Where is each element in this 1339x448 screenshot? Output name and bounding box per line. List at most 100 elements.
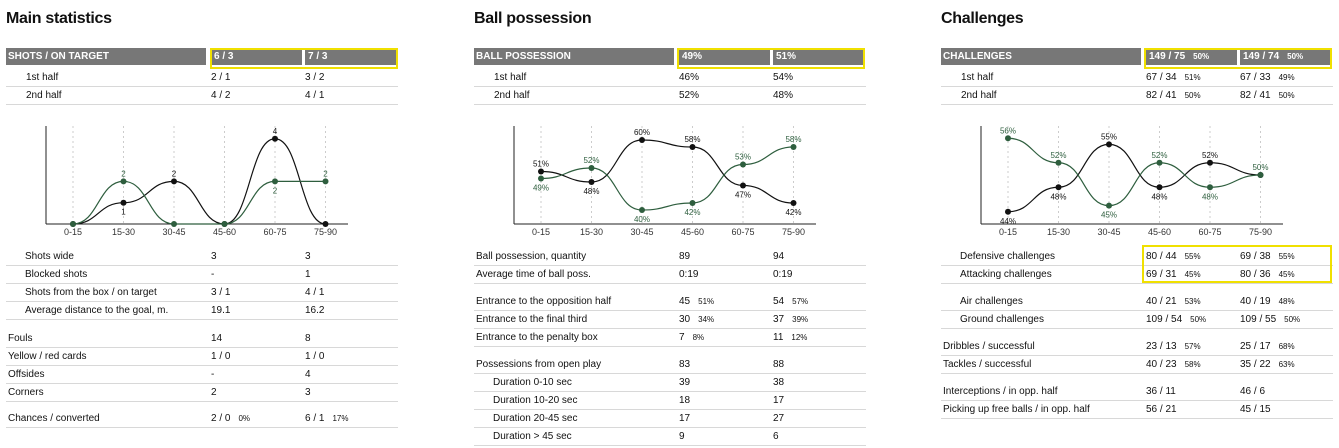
stat-row: Tackles / successful 40 / 23 58% 35 / 22 63% <box>941 356 1333 374</box>
team1-value: 9 <box>679 428 769 445</box>
data-point <box>1106 202 1112 209</box>
row-label: Corners <box>8 384 206 401</box>
x-tick-label: 75-90 <box>314 227 337 237</box>
team2-value: 3 <box>305 248 395 265</box>
team2-value-text: 69 / 38 <box>1240 251 1271 262</box>
team1-value-text: 2 <box>211 387 217 398</box>
team1-value: 82 / 41 50% <box>1146 87 1236 104</box>
data-point <box>790 144 797 150</box>
team1-value: 19.1 <box>211 302 301 319</box>
data-point <box>639 207 645 213</box>
team2-value-text: 4 <box>305 369 311 380</box>
half-row: 2nd half 52% 48% <box>474 87 866 105</box>
team1-value: 89 <box>679 248 769 265</box>
team2-value: 6 / 1 17% <box>305 410 395 427</box>
team2-value: 1 <box>305 266 395 283</box>
x-tick-label: 45-60 <box>1148 227 1171 237</box>
team2-value: 69 / 38 55% <box>1240 248 1330 265</box>
row-label: Entrance to the penalty box <box>476 329 674 346</box>
row-label: 1st half <box>8 69 224 86</box>
x-tick-label: 15-30 <box>112 227 135 237</box>
team2-value-text: 16.2 <box>305 305 325 316</box>
stat-row: Interceptions / in opp. half 36 / 11 46 / … <box>941 383 1333 401</box>
team2-value: 54 57% <box>773 293 863 310</box>
team2-value-text: 88 <box>773 359 785 370</box>
team2-value-text: 1 <box>305 269 311 280</box>
series-line <box>1007 143 1261 213</box>
row-label: Fouls <box>8 330 206 347</box>
team1-value: 80 / 44 55% <box>1146 248 1236 265</box>
data-point <box>689 200 696 206</box>
percent-value: 57% <box>1184 342 1201 351</box>
x-tick-label: 45-60 <box>681 227 704 237</box>
row-label-text: Dribbles / successful <box>943 341 1035 352</box>
data-label: 2 <box>172 169 177 178</box>
data-label: 58% <box>684 135 700 144</box>
team1-value-text: 80 / 44 <box>1146 251 1177 262</box>
data-label: 47% <box>735 191 751 200</box>
row-label-text: SHOTS / ON TARGET <box>8 51 109 62</box>
row-label: Average distance to the goal, m. <box>8 302 223 319</box>
team2-value-text: 48% <box>773 90 794 101</box>
team1-value: 40 / 23 58% <box>1146 356 1236 373</box>
data-label: 2 <box>273 186 278 195</box>
row-label: 2nd half <box>8 87 224 104</box>
percent-value: 50% <box>1193 52 1210 61</box>
row-label-text: 1st half <box>26 72 59 83</box>
x-tick-label: 30-45 <box>1097 227 1120 237</box>
row-label-text: Average time of ball poss. <box>476 269 591 280</box>
data-label: 42% <box>785 208 801 217</box>
row-label: Chances / converted <box>8 410 206 427</box>
row-label: Shots wide <box>8 248 223 265</box>
possession-chart: 0-15 15-30 30-45 45-60 60-75 75-90 51% 48% 60% 58… <box>513 126 816 237</box>
team2-value-text: 51% <box>776 51 797 62</box>
stat-row: Duration 0-10 sec 39 38 <box>474 374 866 392</box>
team2-value-text: 3 <box>305 387 311 398</box>
data-label: 52% <box>583 156 599 165</box>
percent-value: 55% <box>1278 252 1295 261</box>
row-label-text: Offsides <box>8 369 45 380</box>
data-point <box>740 161 746 168</box>
stat-row: Blocked shots - 1 <box>6 266 398 284</box>
team2-value-text: 40 / 19 <box>1240 296 1271 307</box>
data-label: 60% <box>634 128 650 137</box>
team1-value-text: 17 <box>679 413 691 424</box>
team2-value: 6 <box>773 428 863 445</box>
row-label-text: Entrance to the opposition half <box>476 296 612 307</box>
team2-value-text: 17 <box>773 395 785 406</box>
team1-value: 3 / 1 <box>211 284 301 301</box>
data-point <box>322 178 329 185</box>
team1-value: 0:19 <box>679 266 769 283</box>
row-label: Duration > 45 sec <box>476 428 691 445</box>
row-label: Air challenges <box>943 293 1158 310</box>
team1-value: - <box>211 266 301 283</box>
percent-value: 50% <box>1184 91 1201 100</box>
team2-value: 11 12% <box>773 329 863 346</box>
series-line <box>1007 137 1261 207</box>
stat-row: Fouls 14 8 <box>6 330 398 348</box>
team2-value: 4 / 1 <box>305 284 395 301</box>
team2-value-text: 3 <box>305 251 311 262</box>
stat-row: Duration 10-20 sec 18 17 <box>474 392 866 410</box>
team2-value: 54% <box>773 69 863 86</box>
row-label: Possessions from open play <box>476 356 674 373</box>
team1-value: 149 / 75 50% <box>1146 48 1237 65</box>
percent-value: 48% <box>1278 297 1295 306</box>
x-tick-label: 30-45 <box>630 227 653 237</box>
row-label-text: Tackles / successful <box>943 359 1032 370</box>
data-point <box>1156 184 1163 191</box>
data-label: 40% <box>634 215 650 224</box>
data-point <box>538 168 544 175</box>
stat-row: Defensive challenges 80 / 44 55% 69 / 38 55% <box>941 248 1333 266</box>
team1-value: 83 <box>679 356 769 373</box>
row-label: Ball possession, quantity <box>476 248 674 265</box>
panel-title: Challenges <box>941 10 1024 27</box>
row-label: Duration 20-45 sec <box>476 410 691 427</box>
half-row: 2nd half 82 / 41 50% 82 / 41 50% <box>941 87 1333 105</box>
team1-value: 7 8% <box>679 329 769 346</box>
data-point <box>272 135 278 142</box>
team2-value-text: 25 / 17 <box>1240 341 1271 352</box>
x-tick-label: 45-60 <box>213 227 236 237</box>
panel-title: Ball possession <box>474 10 592 27</box>
team1-value: 2 / 1 <box>211 69 301 86</box>
